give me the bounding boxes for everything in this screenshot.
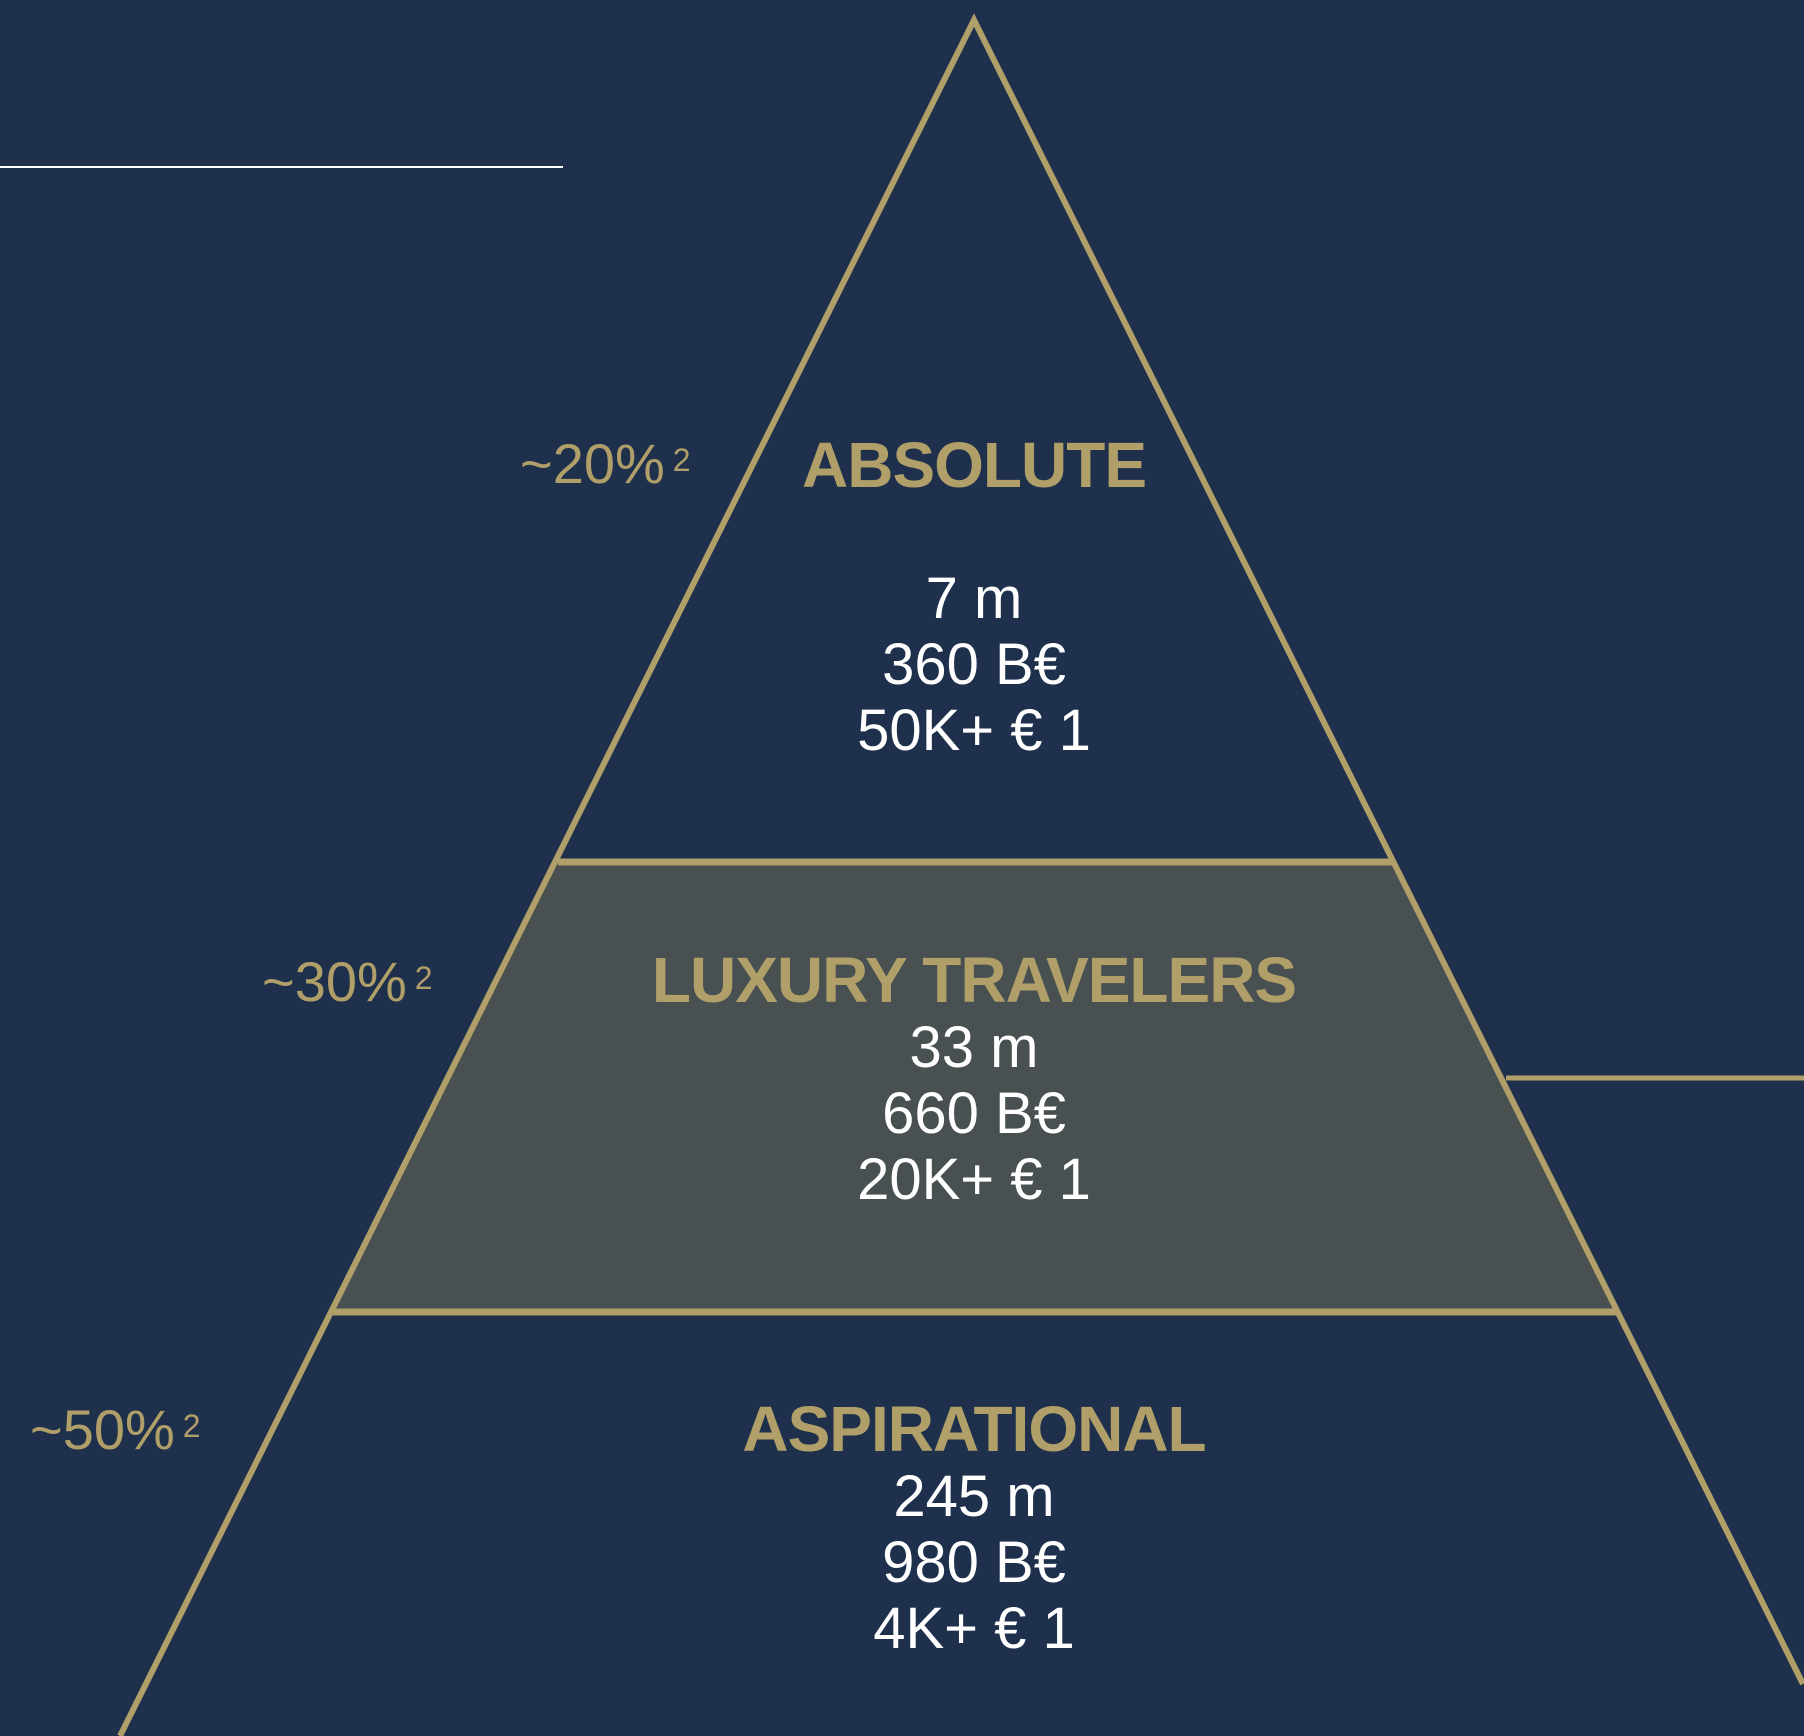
luxury-travelers-tier-fill	[333, 862, 1617, 1312]
luxury-travelers-threshold: 20K+ € 1	[857, 1147, 1091, 1212]
luxury-travelers-share-value: ~30%	[262, 950, 407, 1013]
absolute-share-value: ~20%	[520, 432, 665, 495]
aspirational-share-footnote: 2	[182, 1408, 201, 1444]
absolute-share-footnote: 2	[672, 442, 691, 478]
aspirational-threshold: 4K+ € 1	[873, 1596, 1075, 1661]
absolute-population: 7 m	[925, 566, 1023, 631]
luxury-travelers-spend: 660 B€	[882, 1081, 1066, 1146]
pyramid-outline	[117, 13, 1804, 1736]
aspirational-tier-stats: 245 m 980 B€ 4K+ € 1	[674, 1464, 1274, 1662]
luxury-travelers-tier-stats: 33 m 660 B€ 20K+ € 1	[674, 1015, 1274, 1213]
aspirational-share-value: ~50%	[30, 1398, 175, 1461]
luxury-travelers-tier-title: LUXURY TRAVELERS	[651, 944, 1297, 1016]
absolute-threshold: 50K+ € 1	[857, 698, 1091, 763]
absolute-spend: 360 B€	[882, 632, 1066, 697]
aspirational-tier-title: ASPIRATIONAL	[742, 1393, 1206, 1465]
absolute-share: ~20% 2	[520, 433, 691, 495]
aspirational-population: 245 m	[893, 1464, 1055, 1529]
luxury-travelers-share: ~30% 2	[262, 951, 433, 1013]
absolute-tier-title: ABSOLUTE	[802, 429, 1147, 501]
luxury-travelers-population: 33 m	[909, 1015, 1039, 1080]
aspirational-share: ~50% 2	[30, 1399, 201, 1461]
luxury-travelers-share-footnote: 2	[414, 960, 433, 996]
absolute-tier-stats: 7 m 360 B€ 50K+ € 1	[674, 566, 1274, 764]
aspirational-spend: 980 B€	[882, 1530, 1066, 1595]
